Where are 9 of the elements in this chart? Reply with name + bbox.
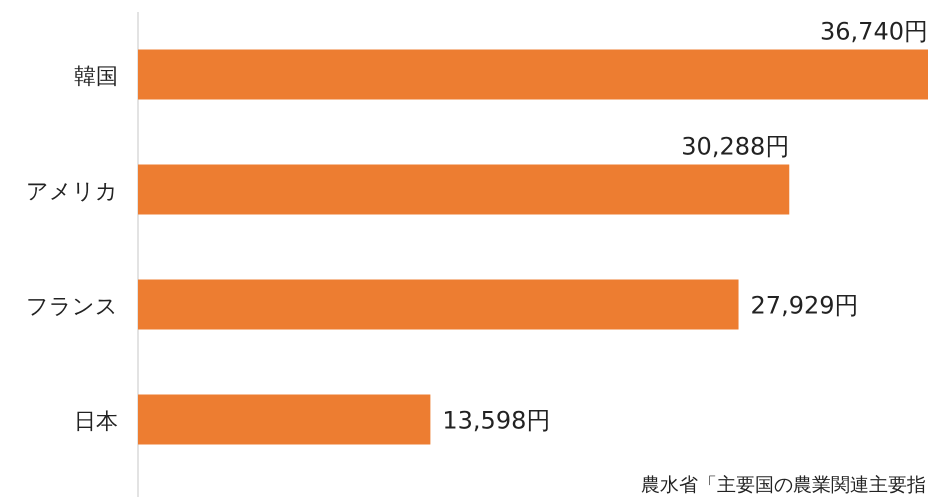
y-tick-label: 韓国 (74, 64, 118, 90)
data-label: 13,598円 (442, 406, 550, 434)
data-label: 30,288円 (681, 132, 790, 160)
y-tick-label: 日本 (74, 410, 118, 434)
y-tick-label: アメリカ (26, 180, 118, 204)
data-label: 36,740円 (820, 18, 928, 46)
data-label: 27,929円 (750, 292, 859, 320)
y-tick-label: フランス (26, 294, 118, 320)
annotation: 農水省「主要国の農業関連主要指 (641, 474, 926, 496)
